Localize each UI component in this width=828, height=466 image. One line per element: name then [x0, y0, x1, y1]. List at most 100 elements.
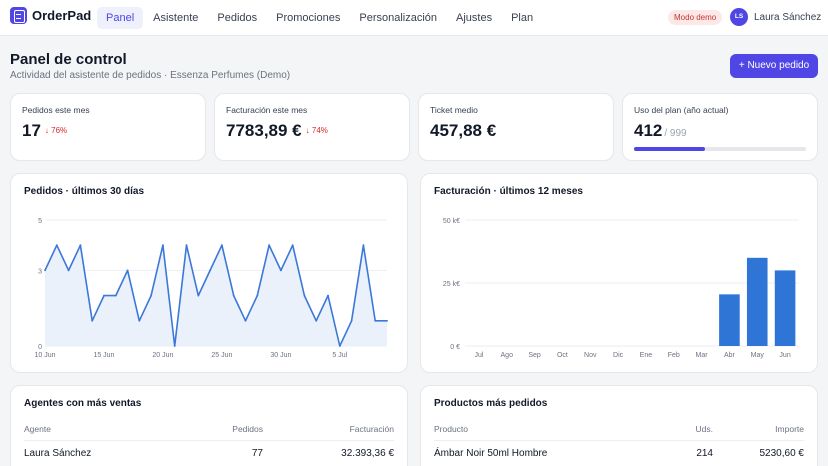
table-divider: [24, 440, 394, 441]
data-point: [350, 319, 353, 322]
line-area-fill: [45, 245, 387, 346]
product-name-cell: Ámbar Noir 50ml Hombre: [434, 448, 548, 459]
arrow-down-icon: ↓: [44, 126, 49, 135]
top-agents-title: Agentes con más ventas: [24, 398, 142, 409]
kpi-card-plan-usage: Uso del plan (año actual) 412/ 999: [622, 93, 818, 161]
plan-usage-progress-fill: [634, 147, 705, 151]
nav-item-panel[interactable]: Panel: [97, 7, 144, 29]
demo-mode-badge: Modo demo: [668, 10, 723, 25]
kpi-value: 7783,89 € ↓ 74%: [226, 121, 328, 141]
app-logo[interactable]: OrderPad: [10, 7, 91, 24]
data-point: [209, 269, 212, 272]
kpi-delta: ↓ 76%: [45, 126, 67, 135]
y-tick-label: 3: [38, 268, 42, 275]
app-name: OrderPad: [32, 8, 92, 23]
bar: [774, 270, 796, 346]
kpi-max: / 999: [664, 128, 687, 139]
x-tick-label: Jul: [474, 352, 483, 359]
page-subtitle: Actividad del asistente de pedidos · Ess…: [10, 70, 291, 81]
kpi-label: Uso del plan (año actual): [634, 105, 729, 115]
revenue-bar-chart: 0 € 25 k€ 50 k€ Jul Ago Sep Oct Nov Dic Ene Feb Mar…: [443, 218, 799, 359]
data-point: [103, 294, 105, 297]
main-nav: Panel Asistente Pedidos Promociones Pers…: [97, 7, 543, 29]
x-tick-label: Jun: [779, 352, 790, 359]
data-point: [327, 294, 329, 297]
data-point: [315, 319, 318, 322]
new-order-button[interactable]: + Nuevo pedido: [730, 54, 818, 78]
data-point: [244, 319, 247, 322]
page-title: Panel de control: [10, 51, 127, 68]
top-products-card: Productos más pedidos Producto Uds. Impo…: [420, 385, 818, 466]
kpi-number: 7783,89 €: [226, 121, 302, 140]
data-point: [126, 269, 129, 272]
product-amount-cell: 5230,60 €: [759, 448, 805, 459]
x-tick-label: 30 Jun: [270, 352, 291, 359]
agent-name-cell: Laura Sánchez: [24, 448, 92, 459]
column-header-amount: Importe: [775, 424, 804, 434]
agent-orders-cell: 77: [251, 448, 263, 459]
data-point: [256, 294, 259, 297]
data-point: [44, 269, 46, 272]
x-tick-label: 10 Jun: [34, 352, 55, 359]
y-tick-label: 0: [38, 344, 42, 351]
data-point: [114, 294, 117, 297]
kpi-number: 17: [22, 121, 41, 140]
y-tick-label: 5: [38, 218, 42, 225]
y-tick-label: 0 €: [450, 344, 460, 351]
data-point: [162, 244, 164, 247]
data-point: [138, 319, 141, 322]
data-point: [291, 244, 294, 247]
user-name[interactable]: Laura Sánchez: [754, 12, 822, 23]
x-tick-label: Ago: [501, 352, 514, 359]
kpi-value: 457,88 €: [430, 121, 496, 141]
kpi-card-orders: Pedidos este mes 17 ↓ 76%: [10, 93, 206, 161]
nav-item-plan[interactable]: Plan: [511, 12, 534, 24]
data-point: [303, 294, 306, 297]
nav-item-personalizacion[interactable]: Personalización: [359, 12, 438, 24]
nav-item-pedidos[interactable]: Pedidos: [217, 12, 258, 24]
data-point: [55, 244, 58, 247]
agent-revenue-cell: 32.393,36 €: [341, 448, 394, 459]
data-point: [150, 294, 153, 297]
kpi-card-revenue: Facturación este mes 7783,89 € ↓ 74%: [214, 93, 410, 161]
x-tick-label: Sep: [528, 352, 541, 359]
x-tick-label: Dic: [613, 352, 624, 359]
x-tick-label: May: [751, 352, 765, 359]
bar: [719, 294, 740, 346]
column-header-orders: Pedidos: [232, 424, 263, 434]
kpi-number: 412: [634, 121, 663, 140]
top-products-title: Productos más pedidos: [434, 398, 548, 409]
avatar[interactable]: LS: [730, 8, 748, 26]
data-point: [185, 244, 188, 247]
y-tick-label: 50 k€: [443, 218, 460, 225]
kpi-value: 17 ↓ 76%: [22, 121, 67, 141]
kpi-label: Ticket medio: [430, 105, 478, 115]
x-tick-label: 25 Jun: [211, 352, 232, 359]
y-tick-label: 25 k€: [443, 281, 460, 288]
nav-item-promociones[interactable]: Promociones: [276, 12, 341, 24]
nav-item-ajustes[interactable]: Ajustes: [456, 12, 493, 24]
x-tick-label: Abr: [724, 352, 736, 359]
x-tick-label: Oct: [557, 352, 568, 359]
column-header-revenue: Facturación: [349, 424, 394, 434]
nav-item-asistente[interactable]: Asistente: [153, 12, 199, 24]
series-line: [44, 244, 387, 347]
clipboard-icon: [10, 7, 27, 24]
top-bar: OrderPad Panel Asistente Pedidos Promoci…: [0, 0, 828, 36]
orders-chart-card: Pedidos · últimos 30 días 0 3 5 10 Jun 15 Ju…: [10, 173, 408, 373]
x-tick-label: 5 Jul: [332, 352, 347, 359]
x-tick-label: 20 Jun: [152, 352, 173, 359]
kpi-card-avg-ticket: Ticket medio 457,88 €: [418, 93, 614, 161]
data-point: [279, 269, 282, 272]
data-point: [220, 244, 223, 247]
data-point: [91, 319, 94, 322]
x-tick-label: Feb: [668, 352, 680, 359]
revenue-chart-title: Facturación · últimos 12 meses: [434, 186, 583, 197]
revenue-chart-card: Facturación · últimos 12 meses 0 € 25 k€ 5…: [420, 173, 818, 373]
data-point: [173, 345, 176, 347]
data-point: [338, 345, 341, 347]
bar: [746, 257, 768, 346]
data-point: [386, 319, 388, 322]
data-point: [362, 244, 365, 247]
orders-line-chart: 0 3 5 10 Jun 15 Jun 20 Jun 25 Jun 30 Jun 5 Jul: [34, 218, 388, 359]
